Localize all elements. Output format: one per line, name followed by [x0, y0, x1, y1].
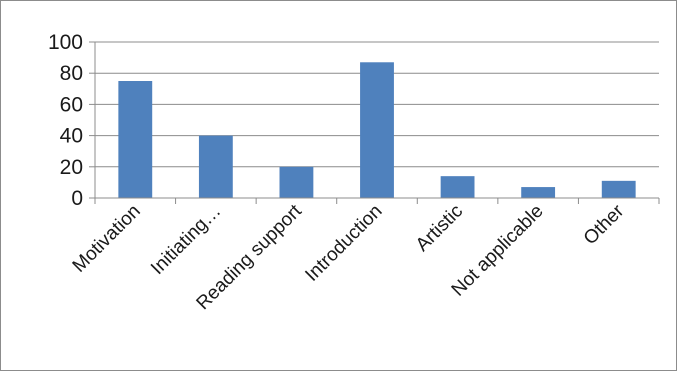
- bars: [118, 62, 636, 198]
- bar-6: [601, 180, 636, 198]
- bar-3: [360, 62, 394, 198]
- y-tick-label: 80: [60, 62, 83, 85]
- x-category-label: Motivation: [69, 201, 145, 277]
- y-tick-label: 20: [60, 156, 83, 179]
- bar-0: [118, 81, 153, 198]
- bar-1: [198, 135, 233, 198]
- x-category-label: Introduction: [301, 201, 386, 286]
- x-category-label: Initiating…: [147, 201, 225, 279]
- x-category-label: Artistic: [412, 201, 467, 256]
- bar-4: [440, 176, 475, 198]
- bar-2: [279, 166, 314, 198]
- y-tick-label: 0: [71, 187, 83, 210]
- y-tick-label: 60: [60, 93, 83, 116]
- y-tick-label: 40: [60, 125, 83, 148]
- y-tick-label: 100: [48, 31, 83, 54]
- axes: [89, 41, 660, 204]
- x-category-label: Other: [580, 200, 629, 249]
- bar-5: [521, 187, 556, 198]
